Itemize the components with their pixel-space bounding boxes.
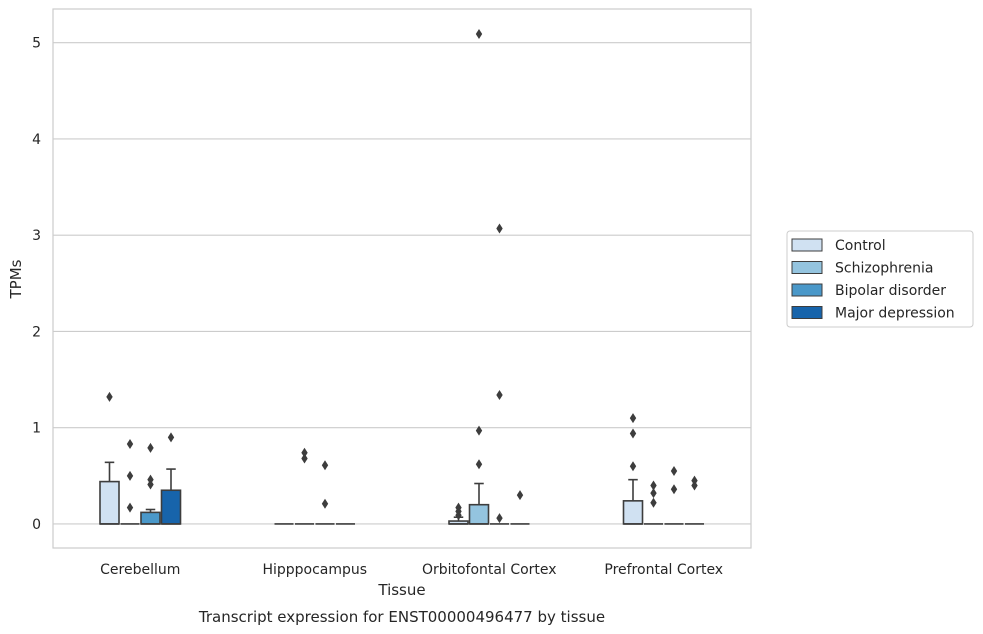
legend-label: Bipolar disorder [835,283,946,299]
outlier-point [126,439,134,450]
y-tick-label: 5 [32,36,41,52]
legend-swatch [791,306,823,319]
x-tick-label: Prefrontal Cortex [604,562,723,578]
outlier-point [650,497,657,508]
outlier-point [147,474,154,485]
box-body [160,489,182,525]
outlier-point [147,442,154,453]
box-2-3 [510,490,530,525]
plot-frame [52,8,752,549]
box-3-2 [664,466,684,525]
box-1-1 [295,447,314,525]
gridlines [53,42,751,525]
plot-area [99,29,704,525]
legend-swatch [791,283,823,297]
legend-label: Major depression [835,306,955,322]
y-tick-label: 4 [32,132,41,148]
box-body [99,480,120,525]
x-axis: Cerebellum Hipppocampus Orbitofontal Corte… [100,562,723,578]
x-tick-label: Cerebellum [100,562,180,578]
box-0-3 [160,432,182,525]
box-3-0 [622,413,644,525]
outlier-point [629,461,637,472]
outlier-point [106,391,113,402]
y-tick-label: 0 [32,517,41,533]
y-axis: 0 1 2 3 4 5 [32,36,41,533]
outlier-point [475,459,483,470]
x-tick-label: Hipppocampus [262,562,367,578]
box-body [468,503,490,525]
y-axis-label: TPMs [7,259,25,299]
box-3-1 [644,480,663,525]
outlier-point [629,413,637,424]
outlier-point [301,453,308,464]
box-0-1 [120,439,140,525]
box-body [140,511,161,525]
box-0-2 [140,442,161,525]
legend-swatch [791,238,823,252]
outlier-point [670,466,678,476]
box-1-2 [315,460,335,525]
outlier-point [475,29,483,40]
legend-frame [786,230,974,328]
legend-swatch [791,261,823,274]
outlier-point [516,490,524,501]
box-body [622,500,644,525]
outlier-point [301,447,308,458]
outlier-point [629,428,637,439]
x-axis-label: Tissue [377,581,425,599]
outlier-point [455,502,462,513]
y-tick-label: 3 [32,228,41,244]
outlier-point [496,513,503,524]
outlier-point [650,480,657,491]
outlier-point [650,488,657,499]
outlier-point [126,470,134,481]
box-2-0 [448,502,469,525]
outlier-point [126,502,134,513]
outlier-point [496,389,503,400]
outlier-point [475,425,483,436]
legend-label: Control [835,238,886,254]
y-tick-label: 2 [32,324,41,340]
outlier-point [167,432,175,443]
outlier-point [321,460,329,471]
y-tick-label: 1 [32,421,41,437]
box-3-3 [685,475,704,525]
box-0-0 [99,391,120,525]
outlier-point [670,484,678,495]
legend-label: Schizophrenia [835,261,933,277]
x-tick-label: Orbitofontal Cortex [422,562,557,578]
outlier-point [321,498,329,509]
box-2-1 [468,29,490,525]
outlier-point [691,475,698,486]
box-2-2 [490,223,509,525]
chart-caption: Transcript expression for ENST0000049647… [198,608,605,626]
legend: Control Schizophrenia Bipolar disorder Majo… [786,230,974,328]
outlier-point [496,223,503,234]
